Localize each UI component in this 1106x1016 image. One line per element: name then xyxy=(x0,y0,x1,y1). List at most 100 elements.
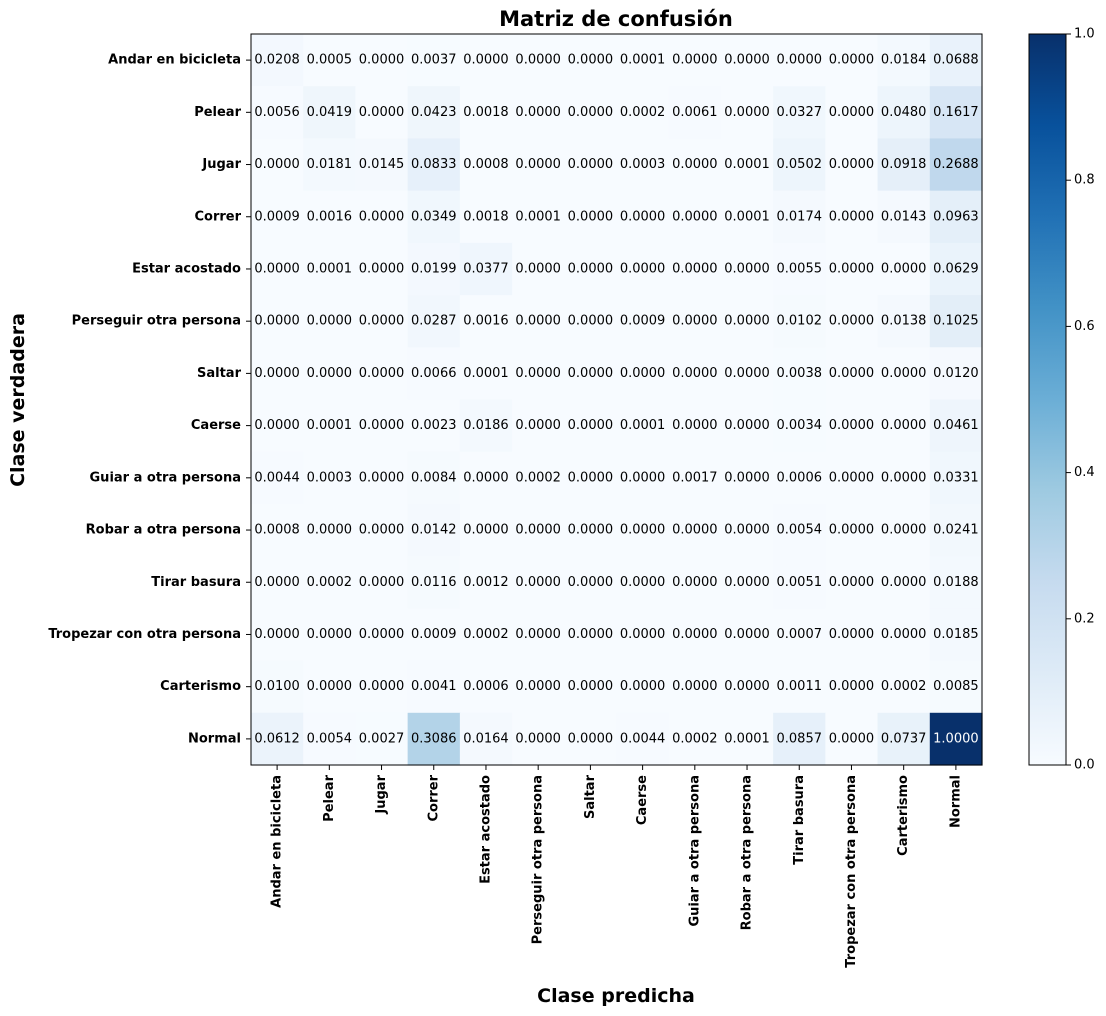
row-tick-labels: Andar en bicicleta Pelear Jugar Correr Estar… xyxy=(48,53,251,746)
cell-value-label: 0.0241 xyxy=(933,523,979,538)
heatmap-cell xyxy=(929,712,983,766)
heatmap-cell xyxy=(355,451,409,505)
heatmap-cell xyxy=(668,138,722,192)
heatmap-cell xyxy=(251,86,304,140)
cell-value-label: 0.0918 xyxy=(881,157,927,172)
heatmap-cell xyxy=(303,660,357,714)
cell-value-label: 0.0000 xyxy=(672,314,718,329)
cell-value-label: 0.0002 xyxy=(620,105,666,120)
heatmap-cell xyxy=(355,347,409,401)
cell-value-label: 0.0001 xyxy=(620,53,666,68)
heatmap-cell xyxy=(512,347,565,401)
colorbar-tick-label: 0.2 xyxy=(1074,611,1095,626)
heatmap-cell xyxy=(251,242,304,296)
heatmap-cell xyxy=(668,347,722,401)
cell-value-label: 0.0000 xyxy=(254,575,300,590)
heatmap-cell xyxy=(512,295,565,348)
cell-value-label: 0.0000 xyxy=(672,157,718,172)
cell-value-label: 0.0018 xyxy=(463,105,509,120)
cell-value-label: 0.0006 xyxy=(777,470,823,485)
cell-value-label: 0.0000 xyxy=(515,261,561,276)
chart-title: Matriz de confusión xyxy=(499,7,733,31)
cell-value-label: 0.0000 xyxy=(515,627,561,642)
row-tick-label: Andar en bicicleta xyxy=(108,53,241,68)
cell-value-label: 0.0000 xyxy=(307,366,353,381)
cell-value-label: 0.0143 xyxy=(881,209,927,224)
cell-value-label: 0.0005 xyxy=(307,53,353,68)
column-tick-label: Correr xyxy=(426,774,441,821)
cell-value-label: 0.0001 xyxy=(463,366,509,381)
cell-value-label: 0.0102 xyxy=(777,314,823,329)
heatmap-cell xyxy=(720,347,774,401)
heatmap-cell xyxy=(407,608,461,662)
heatmap-cell xyxy=(877,451,931,505)
heatmap-cell xyxy=(720,34,774,87)
heatmap-cell xyxy=(355,295,409,348)
column-tick-label: Jugar xyxy=(374,774,389,814)
cell-value-label: 0.0001 xyxy=(724,157,770,172)
column-tick-label: Estar acostado xyxy=(478,775,493,884)
heatmap-cell xyxy=(877,556,931,609)
heatmap-cell xyxy=(825,190,879,244)
cell-value-label: 0.0331 xyxy=(933,470,979,485)
cell-value-label: 0.0000 xyxy=(463,470,509,485)
heatmap-cell xyxy=(251,503,304,557)
row-tick-label: Caerse xyxy=(191,418,241,433)
cell-value-label: 1.0000 xyxy=(933,731,979,746)
heatmap-cell xyxy=(825,242,879,296)
cell-value-label: 0.0002 xyxy=(672,731,718,746)
cell-value-label: 0.0012 xyxy=(463,575,509,590)
cell-value-label: 0.0208 xyxy=(254,53,300,68)
cell-value-label: 0.0034 xyxy=(777,418,823,433)
heatmap-cell xyxy=(407,660,461,714)
column-tick-label: Pelear xyxy=(322,774,337,821)
cell-value-label: 0.0000 xyxy=(359,418,405,433)
heatmap-cell xyxy=(929,190,983,244)
cell-value-label: 0.0016 xyxy=(307,209,353,224)
heatmap-cell xyxy=(564,399,618,453)
heatmap-cell xyxy=(773,347,826,401)
cell-value-label: 0.0000 xyxy=(829,523,875,538)
cell-value-label: 0.0000 xyxy=(568,679,614,694)
heatmap-cell xyxy=(512,503,565,557)
cell-value-label: 0.0000 xyxy=(568,314,614,329)
heatmap-cell xyxy=(825,295,879,348)
heatmap-cell xyxy=(616,399,670,453)
heatmap-cell xyxy=(303,347,357,401)
heatmap-cell xyxy=(720,399,774,453)
heatmap-cell xyxy=(303,451,357,505)
heatmap-cell xyxy=(251,34,304,87)
cell-value-label: 0.0016 xyxy=(463,314,509,329)
heatmap-cell xyxy=(877,34,931,87)
heatmap-cell xyxy=(720,190,774,244)
cell-value-label: 0.0000 xyxy=(829,261,875,276)
cell-value-label: 0.0000 xyxy=(881,523,927,538)
heatmap-cell xyxy=(877,347,931,401)
cell-value-label: 0.0000 xyxy=(515,523,561,538)
heatmap-cell xyxy=(459,86,513,140)
cell-value-label: 0.0037 xyxy=(411,53,457,68)
column-tick-label: Carterismo xyxy=(896,775,911,856)
heatmap-cell xyxy=(564,608,618,662)
heatmap-cell xyxy=(512,556,565,609)
heatmap-cell xyxy=(929,347,983,401)
cell-value-label: 0.0000 xyxy=(254,261,300,276)
heatmap-cell xyxy=(407,242,461,296)
heatmap-cell xyxy=(773,399,826,453)
cell-value-label: 0.0423 xyxy=(411,105,457,120)
cell-value-label: 0.0181 xyxy=(307,157,353,172)
cell-value-label: 0.0000 xyxy=(829,627,875,642)
heatmap-cell xyxy=(929,660,983,714)
cell-value-label: 0.0000 xyxy=(620,261,666,276)
heatmap-cell xyxy=(251,660,304,714)
cell-value-label: 0.0116 xyxy=(411,575,457,590)
cell-value-label: 0.0000 xyxy=(568,366,614,381)
cell-value-label: 0.0000 xyxy=(672,575,718,590)
heatmap-cell xyxy=(720,86,774,140)
colorbar-tick-label: 0.0 xyxy=(1074,758,1095,773)
cell-value-label: 0.0000 xyxy=(724,105,770,120)
cell-value-label: 0.0000 xyxy=(254,157,300,172)
cell-value-label: 0.0000 xyxy=(881,627,927,642)
cell-value-label: 0.0000 xyxy=(829,679,875,694)
